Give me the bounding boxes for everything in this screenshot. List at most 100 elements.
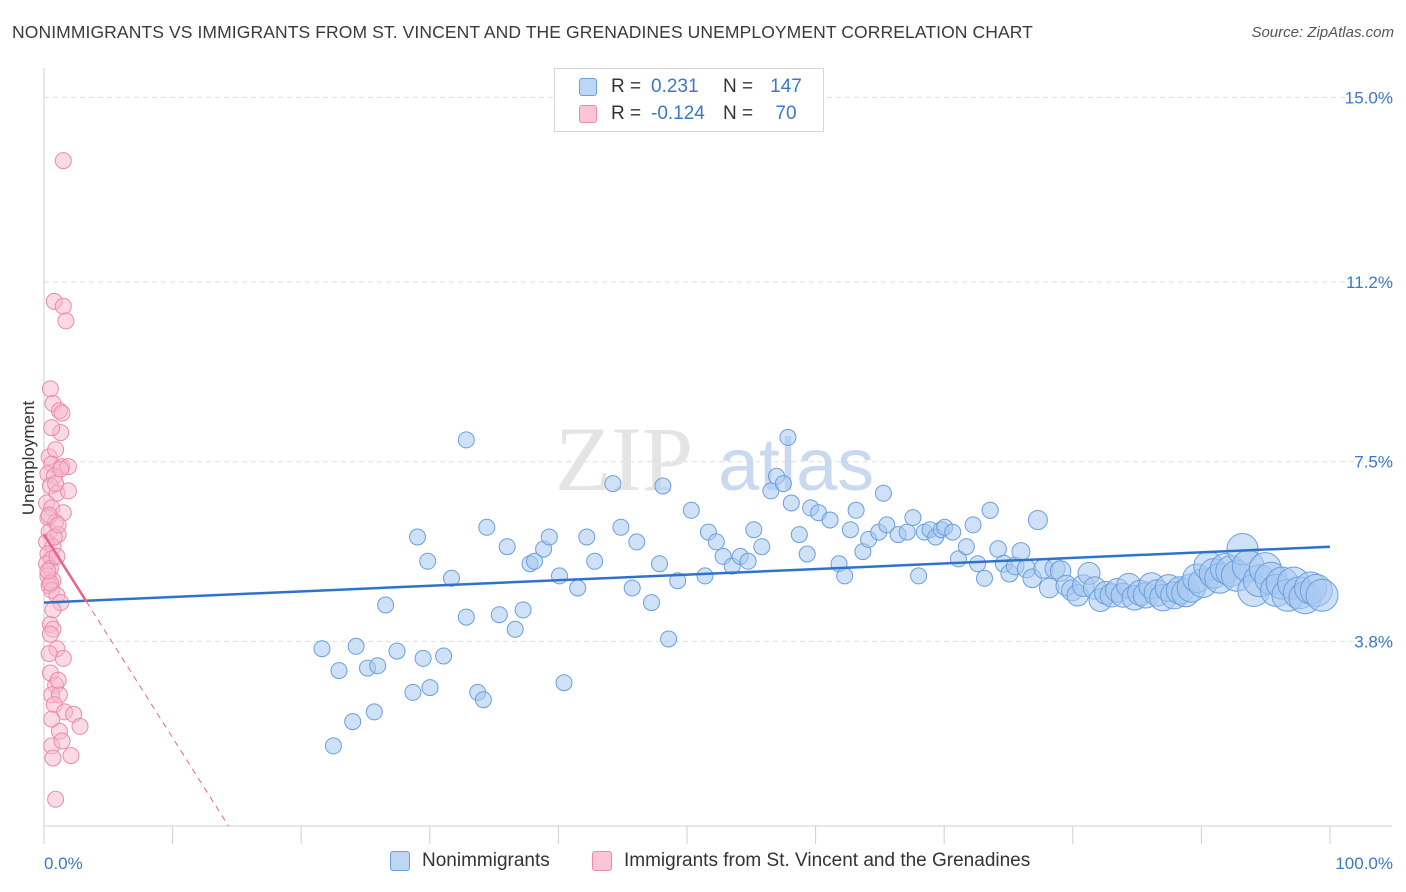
point-nonimmigrants	[540, 528, 558, 546]
n-value-nonimmigrants: 147	[770, 76, 802, 97]
point-nonimmigrants	[964, 516, 982, 534]
point-nonimmigrants	[1027, 510, 1048, 530]
point-nonimmigrants	[555, 674, 573, 692]
tick-labels: 3.8% 7.5% 11.2% 15.0% 0.0% 100.0%	[44, 88, 1393, 873]
point-nonimmigrants	[779, 428, 797, 446]
source-label: Source: ZipAtlas.com	[1251, 24, 1394, 41]
point-nonimmigrants	[762, 482, 780, 500]
y-axis-label: Unemployment	[19, 401, 38, 516]
y-tick-label: 15.0%	[1345, 88, 1393, 107]
point-nonimmigrants	[910, 567, 928, 585]
correlation-legend: R = 0.231 N = 147 R = -0.124 N = 70	[554, 68, 824, 132]
point-immigrants	[53, 404, 71, 422]
point-immigrants	[40, 645, 58, 663]
point-nonimmigrants	[774, 475, 792, 493]
point-nonimmigrants	[669, 572, 687, 590]
point-nonimmigrants	[957, 538, 975, 556]
series-nonimmigrants	[313, 428, 1339, 755]
point-nonimmigrants	[739, 552, 757, 570]
point-nonimmigrants	[836, 567, 854, 585]
point-nonimmigrants	[409, 528, 426, 546]
point-nonimmigrants	[874, 484, 892, 502]
point-nonimmigrants	[1305, 578, 1339, 612]
point-nonimmigrants	[790, 526, 808, 544]
point-immigrants	[49, 516, 67, 534]
y-tick-label: 3.8%	[1354, 632, 1393, 651]
point-nonimmigrants	[457, 431, 475, 449]
point-nonimmigrants	[628, 533, 646, 551]
point-immigrants	[57, 312, 75, 330]
point-nonimmigrants	[506, 620, 524, 638]
point-nonimmigrants	[330, 662, 348, 680]
point-nonimmigrants	[498, 538, 516, 556]
point-nonimmigrants	[841, 521, 859, 539]
series-immigrants	[38, 152, 89, 808]
point-nonimmigrants	[344, 713, 362, 731]
point-nonimmigrants	[904, 509, 922, 527]
point-nonimmigrants	[369, 657, 387, 675]
point-nonimmigrants	[324, 737, 342, 755]
point-immigrants	[62, 747, 80, 765]
point-nonimmigrants	[404, 683, 422, 701]
point-nonimmigrants	[435, 647, 453, 665]
watermark-zip: ZIP	[555, 408, 693, 510]
point-nonimmigrants	[604, 475, 622, 493]
point-nonimmigrants	[696, 567, 714, 585]
watermark: ZIP atlas	[555, 408, 874, 510]
y-tick-label: 7.5%	[1354, 453, 1393, 472]
point-immigrants	[44, 601, 62, 619]
point-immigrants	[54, 649, 72, 667]
point-nonimmigrants	[981, 501, 999, 519]
point-nonimmigrants	[782, 494, 800, 512]
point-nonimmigrants	[898, 523, 916, 541]
point-nonimmigrants	[1011, 542, 1031, 562]
legend-swatch-nonimmigrants	[390, 851, 410, 871]
point-nonimmigrants	[798, 545, 816, 563]
point-nonimmigrants	[578, 528, 596, 546]
point-nonimmigrants	[612, 518, 630, 536]
point-nonimmigrants	[388, 642, 406, 660]
point-immigrants	[49, 671, 67, 689]
point-immigrants	[59, 482, 77, 500]
point-nonimmigrants	[643, 594, 660, 612]
point-nonimmigrants	[821, 511, 839, 529]
point-immigrants	[71, 717, 89, 735]
legend-row-nonimmigrants: R = 0.231 N = 147	[579, 75, 811, 99]
r-value-immigrants: -0.124	[651, 103, 705, 124]
legend-item-immigrants[interactable]: Immigrants from St. Vincent and the Gren…	[592, 850, 1030, 872]
point-nonimmigrants	[586, 552, 604, 570]
x-tick-label: 100.0%	[1335, 854, 1393, 873]
point-nonimmigrants	[313, 640, 331, 658]
n-value-immigrants: 70	[775, 103, 797, 124]
point-immigrants	[41, 380, 59, 398]
point-immigrants	[43, 419, 61, 437]
y-tick-label: 11.2%	[1346, 273, 1393, 292]
point-immigrants	[47, 475, 65, 493]
trend-immigrants	[42, 533, 88, 603]
legend-item-nonimmigrants[interactable]: Nonimmigrants	[390, 850, 550, 872]
x-tick-label: 0.0%	[44, 854, 83, 873]
legend-swatch-blue	[579, 78, 597, 96]
point-immigrants	[39, 562, 57, 580]
point-nonimmigrants	[365, 703, 383, 721]
series-legend: Nonimmigrants Immigrants from St. Vincen…	[0, 850, 1406, 878]
trend-nonimmigrants	[43, 545, 1331, 604]
point-nonimmigrants	[377, 596, 395, 614]
legend-swatch-immigrants	[592, 851, 612, 871]
point-immigrants	[54, 152, 72, 170]
point-nonimmigrants	[414, 649, 432, 667]
point-nonimmigrants	[969, 555, 987, 573]
point-immigrants	[44, 749, 62, 767]
trend-immigrants-extrapolation	[86, 601, 229, 827]
point-nonimmigrants	[944, 523, 962, 541]
point-nonimmigrants	[847, 501, 865, 519]
legend-row-immigrants: R = -0.124 N = 70	[579, 102, 811, 126]
chart-title: NONIMMIGRANTS VS IMMIGRANTS FROM ST. VIN…	[12, 22, 1033, 42]
point-nonimmigrants	[569, 579, 587, 597]
point-immigrants	[54, 297, 72, 315]
point-nonimmigrants	[878, 516, 896, 534]
point-nonimmigrants	[623, 579, 641, 597]
point-immigrants	[47, 790, 65, 808]
point-nonimmigrants	[651, 555, 668, 573]
